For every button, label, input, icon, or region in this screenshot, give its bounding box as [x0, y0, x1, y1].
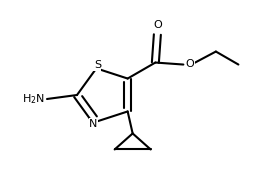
Text: O: O	[185, 59, 194, 69]
Text: S: S	[94, 60, 101, 70]
Text: N: N	[89, 119, 98, 129]
Text: O: O	[153, 20, 162, 30]
Text: H$_2$N: H$_2$N	[22, 92, 45, 106]
